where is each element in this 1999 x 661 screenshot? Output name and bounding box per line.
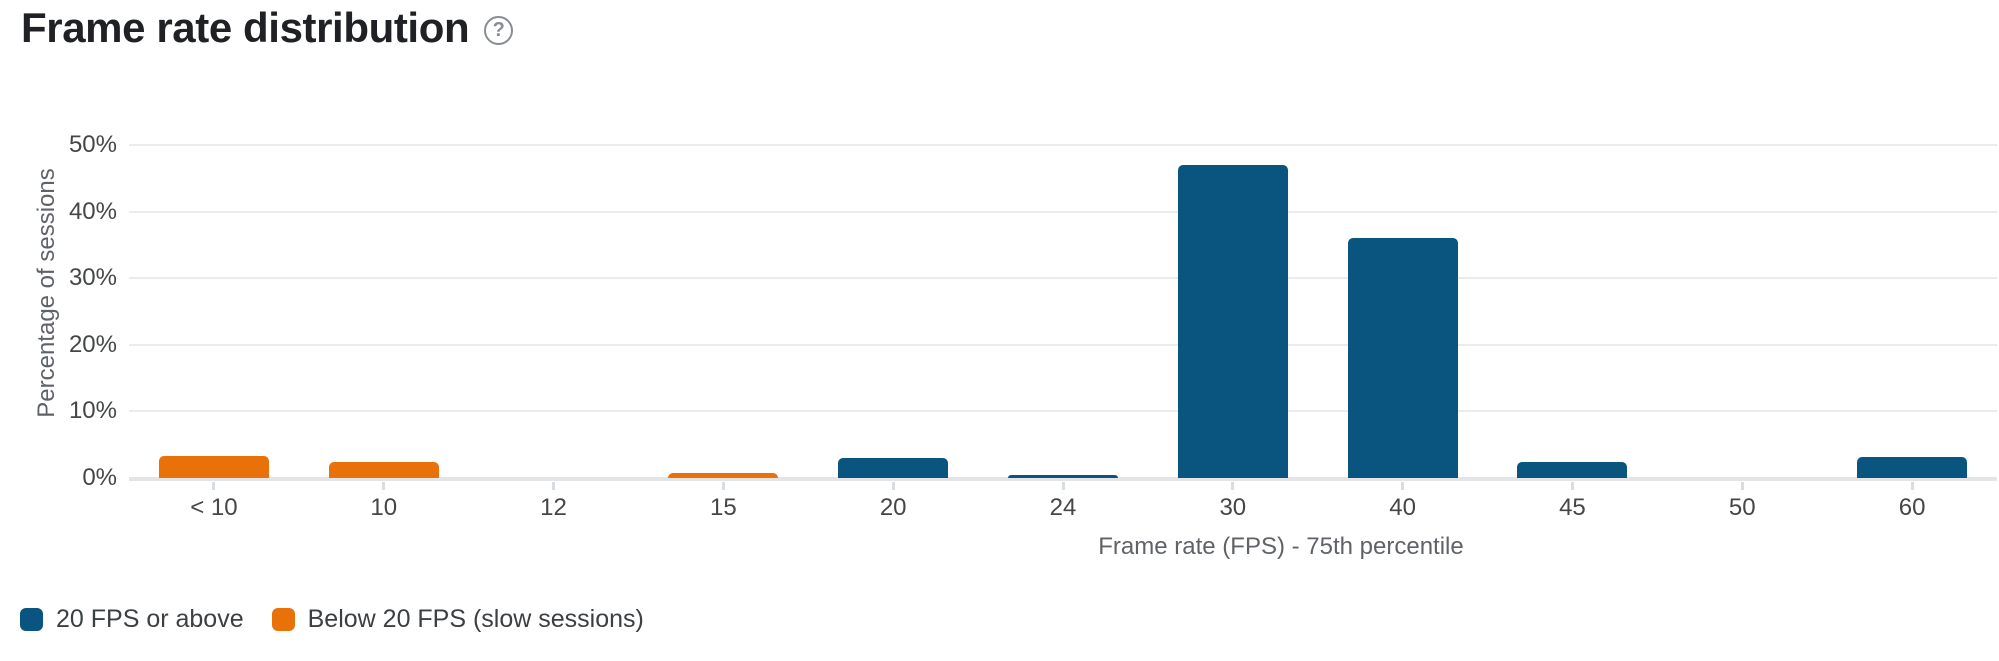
- plot-area: < 10 10 12 15 20 24 30 40 45 50 60: [129, 108, 1997, 521]
- page-title: Frame rate distribution: [21, 4, 470, 51]
- x-tick-15: [721, 482, 725, 490]
- x-axis-label-10: 10: [370, 494, 398, 521]
- bar-lt-10[interactable]: [158, 456, 269, 478]
- x-axis-label-12: 12: [540, 494, 567, 521]
- gridline-40: [129, 210, 1997, 213]
- x-axis-label-40: 40: [1389, 494, 1416, 521]
- bar-40[interactable]: [1347, 238, 1458, 478]
- x-tick-60: [1910, 482, 1914, 490]
- bar-15[interactable]: [668, 473, 779, 478]
- legend-label: Below 20 FPS (slow sessions): [307, 605, 644, 633]
- help-icon[interactable]: ?: [484, 16, 514, 45]
- y-axis-label-20: 20%: [68, 330, 117, 358]
- x-tick-40: [1401, 482, 1405, 490]
- legend-swatch-20-fps-or-above: [20, 607, 43, 631]
- x-axis-label-20: 20: [879, 494, 907, 521]
- legend-label: 20 FPS or above: [56, 605, 244, 633]
- x-tick-20: [891, 482, 895, 490]
- bar-10[interactable]: [328, 462, 439, 478]
- gridline-30: [129, 277, 1997, 280]
- gridline-10: [129, 410, 1997, 413]
- bar-30[interactable]: [1177, 164, 1288, 478]
- x-tick-12: [552, 482, 556, 490]
- bar-60[interactable]: [1857, 457, 1968, 478]
- x-tick-50: [1740, 482, 1744, 490]
- chart-header: Frame rate distribution ?: [21, 4, 514, 52]
- y-axis-label-40: 40%: [68, 197, 117, 225]
- x-tick-10: [382, 482, 386, 490]
- x-axis-line: [129, 477, 1997, 481]
- x-axis-title: Frame rate (FPS) - 75th percentile: [1098, 533, 1464, 560]
- gridline-50: [129, 144, 1997, 146]
- x-axis-label-lt-10: < 10: [190, 494, 238, 521]
- x-tick-24: [1061, 482, 1065, 490]
- y-axis-label-50: 50%: [68, 131, 117, 158]
- x-axis-label-24: 24: [1049, 494, 1077, 521]
- y-axis-label-0: 0%: [82, 464, 117, 491]
- x-axis-label-30: 30: [1219, 494, 1247, 521]
- x-tick-lt-10: [212, 482, 216, 490]
- x-axis-label-60: 60: [1898, 494, 1926, 521]
- bar-20[interactable]: [838, 458, 949, 478]
- bar-45[interactable]: [1517, 462, 1628, 478]
- legend-item-20-fps-or-above[interactable]: 20 FPS or above: [20, 605, 244, 633]
- y-axis-label-30: 30%: [68, 264, 117, 292]
- gridline-20: [129, 343, 1997, 346]
- y-axis-label-10: 10%: [68, 397, 117, 425]
- legend-swatch-below-20-fps-slow-sessions-: [271, 607, 295, 631]
- chart-legend: 20 FPS or above Below 20 FPS (slow sessio…: [20, 605, 644, 633]
- bar-24[interactable]: [1008, 474, 1118, 478]
- x-tick-45: [1570, 482, 1574, 490]
- x-axis-label-50: 50: [1728, 494, 1756, 521]
- x-axis-label-45: 45: [1559, 494, 1586, 521]
- x-tick-30: [1231, 482, 1235, 490]
- x-axis-label-15: 15: [710, 494, 737, 521]
- legend-item-below-20-fps-slow-sessions-[interactable]: Below 20 FPS (slow sessions): [271, 605, 644, 633]
